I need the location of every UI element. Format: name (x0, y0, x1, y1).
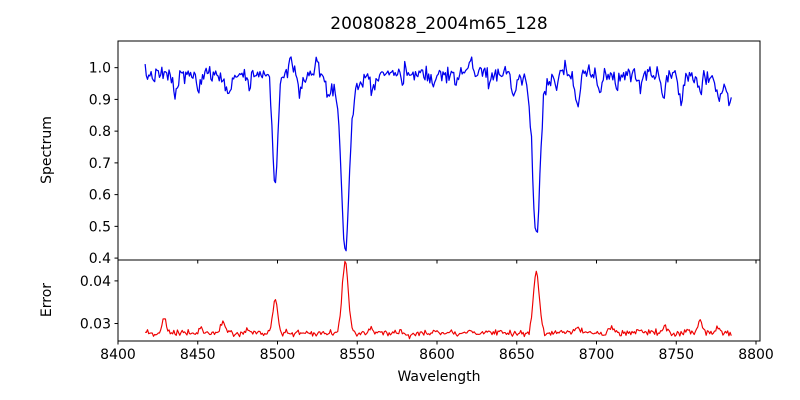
spectrum-line (144, 56, 732, 252)
x-tick-label: 8800 (738, 347, 774, 363)
error-line (144, 260, 732, 340)
y-tick-label: 0.8 (89, 124, 111, 140)
x-tick-label: 8600 (419, 347, 455, 363)
y-tick-label: 1.0 (89, 61, 111, 77)
y-tick-label: 0.4 (89, 251, 111, 267)
x-tick-label: 8700 (579, 347, 615, 363)
y-tick-label: 0.04 (80, 274, 111, 290)
y-tick-label: 0.6 (89, 188, 111, 204)
x-tick-label: 8550 (339, 347, 375, 363)
x-tick-label: 8400 (100, 347, 136, 363)
y-tick-label: 0.03 (80, 317, 111, 333)
x-tick-label: 8750 (658, 347, 694, 363)
x-axis-label: Wavelength (397, 369, 481, 385)
y-tick-label: 0.7 (89, 156, 111, 172)
error-panel-border (117, 259, 761, 342)
y-tick-label: 0.9 (89, 92, 111, 108)
y-tick-label: 0.5 (89, 219, 111, 235)
x-tick-label: 8500 (260, 347, 296, 363)
x-tick-label: 8650 (499, 347, 535, 363)
chart-title: 20080828_2004m65_128 (330, 14, 548, 34)
x-tick-label: 8450 (180, 347, 216, 363)
